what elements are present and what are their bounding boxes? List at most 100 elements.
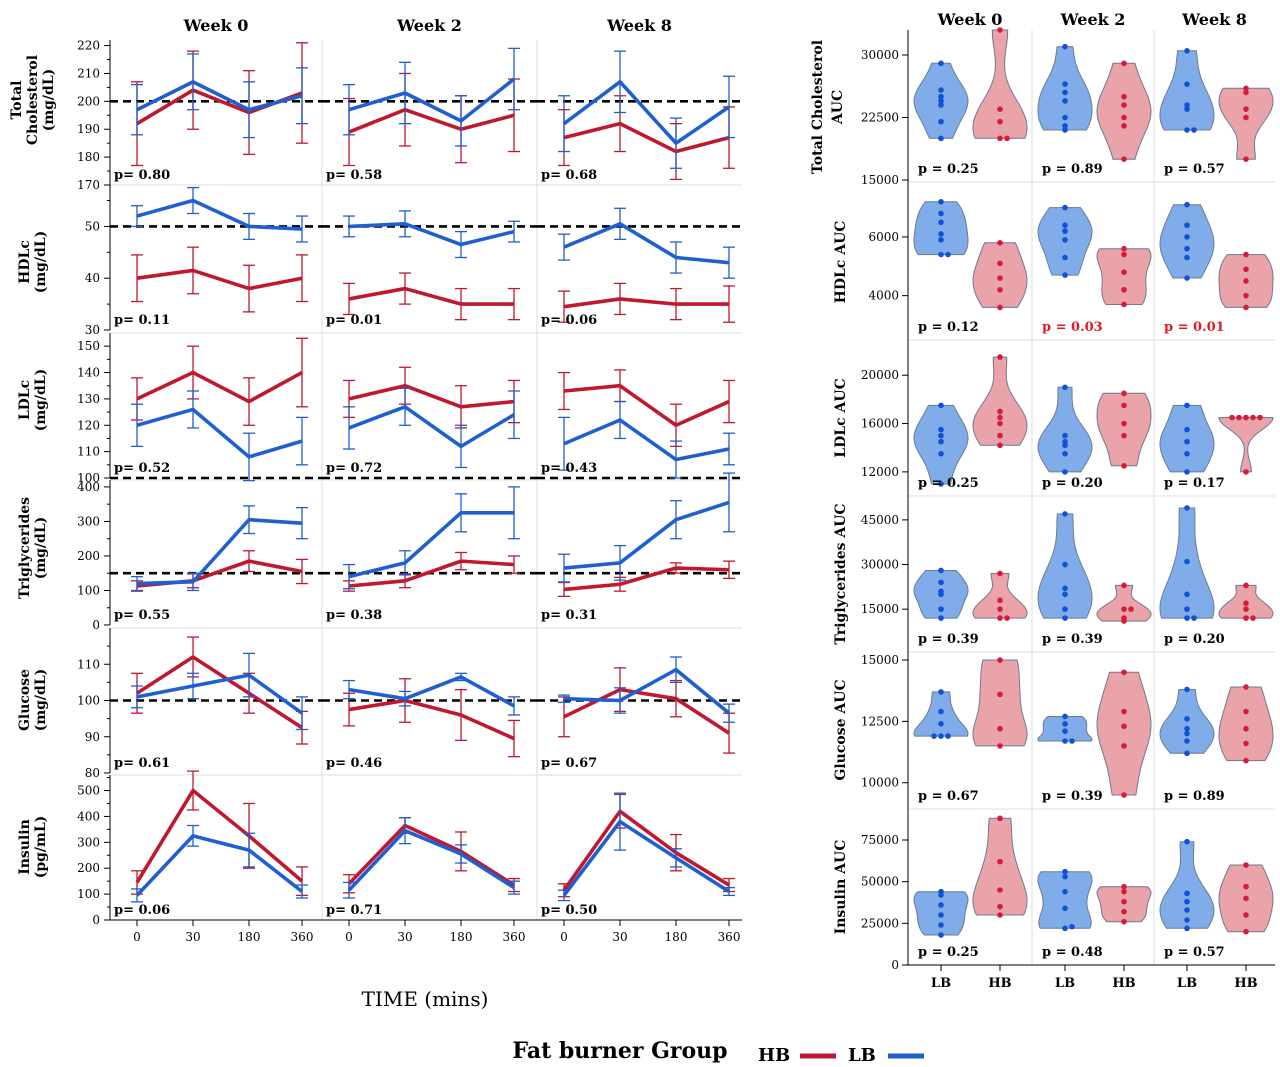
violin-hb [1096,669,1152,798]
y-tick-label: 300 [77,514,100,528]
series-lb [558,792,735,902]
data-point [938,118,944,125]
violin-shape [972,573,1028,619]
x-tick-label: HB [988,976,1011,991]
series-line [136,407,303,459]
violin-shape [1218,87,1274,160]
ylabel-line: (mg/dL) [33,369,49,432]
violin-shape [1159,841,1215,929]
violin-shape [1096,62,1152,160]
data-point [1184,127,1190,133]
data-point [997,240,1003,246]
violin-hb [1096,390,1152,469]
y-tick-label: 45000 [861,513,899,527]
data-point [1184,558,1190,565]
data-point [1121,286,1127,293]
data-point [938,932,944,938]
data-point [1184,606,1190,612]
data-point [1236,414,1242,421]
series-hb [343,817,520,894]
ylabel-line: (mg/dL) [41,69,57,132]
series-line [348,222,515,247]
violin-lb [1037,204,1093,278]
series-line [348,286,514,306]
legend-title: Fat burner Group [512,1038,727,1064]
y-tick-label: 130 [77,392,100,406]
data-point [1184,917,1190,923]
violin-lb [1159,48,1215,133]
violin-shape [972,659,1028,747]
data-point [1184,469,1190,475]
line-column-title: Week 2 [396,16,462,35]
y-tick-label: 220 [77,39,100,53]
data-point [1243,725,1249,732]
violin-shape [972,242,1028,308]
ylabel-line: AUC [830,90,846,125]
data-point [1062,721,1068,727]
data-point [997,570,1003,577]
y-tick-label: 40 [85,271,100,285]
x-tick-label: 180 [665,930,688,944]
data-point [1121,582,1127,589]
data-point [1062,228,1068,234]
data-point [997,442,1003,449]
data-point [1062,873,1068,880]
p-value-label: p = 0.17 [1164,476,1225,491]
y-tick-label: 400 [77,480,100,494]
series-lb [558,207,735,279]
data-point [1062,728,1068,734]
data-point [1243,600,1249,607]
line-panel-ylabel: TotalCholesterol(mg/dL) [9,55,57,145]
data-point [997,260,1003,267]
data-point [1121,898,1127,905]
series-line [136,655,303,730]
data-point [938,567,944,574]
p-value-label: p= 0.68 [541,168,597,183]
violin-hb [1218,684,1274,764]
p-value-label: p= 0.61 [114,756,170,771]
p-value-label: p = 0.39 [918,632,979,647]
data-point [1243,684,1249,690]
y-tick-label: 100 [77,694,100,708]
x-tick-label: LB [1055,976,1075,991]
data-point [1184,615,1190,621]
y-tick-label: 200 [77,94,100,108]
x-axis-title: TIME (mins) [362,987,489,1011]
data-point [938,231,944,237]
series-line [563,566,730,592]
data-point [1243,912,1249,918]
y-tick-label: 80 [85,766,100,780]
data-point [1121,918,1127,925]
data-point [1184,245,1190,252]
p-value-label: p = 0.20 [1042,476,1103,491]
data-point [938,912,944,918]
series-line [348,405,515,449]
y-tick-label: 12500 [861,714,899,728]
violin-hb [972,657,1028,749]
violin-lb [913,567,969,621]
violin-lb [913,689,969,739]
y-tick-label: 0 [92,913,100,927]
series-line [563,383,730,428]
series-line [136,370,303,404]
data-point [1184,201,1190,208]
p-value-label: p = 0.57 [1164,162,1225,177]
series-line [348,510,514,579]
y-tick-label: 12000 [861,465,899,479]
data-point [938,135,944,142]
x-tick-label: 30 [612,930,627,944]
data-point [1121,420,1127,427]
violin-shape [1159,404,1215,473]
data-point [1062,438,1068,445]
y-tick-label: 25000 [861,916,899,930]
y-tick-label: 30000 [861,558,899,572]
y-tick-label: 100 [77,887,100,901]
data-point [997,858,1003,865]
series-line [136,268,303,291]
p-value-label: p = 0.39 [1042,789,1103,804]
y-tick-label: 400 [77,809,100,823]
data-point [945,251,951,258]
violin-lb [1159,505,1215,621]
data-point [938,721,944,727]
data-point [938,606,944,612]
